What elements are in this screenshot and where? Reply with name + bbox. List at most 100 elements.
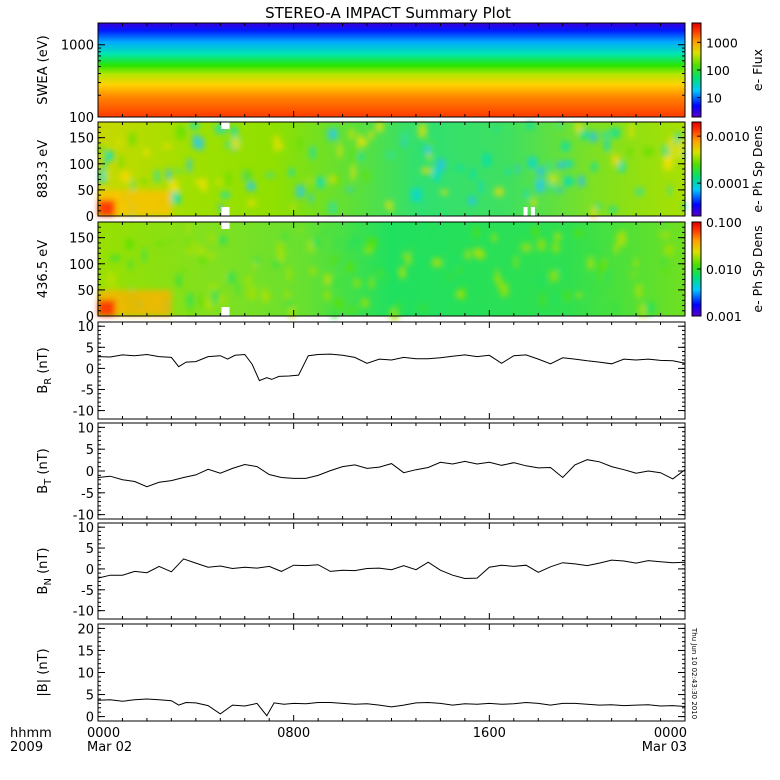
texture-cell: [432, 168, 440, 181]
y-label-subscript: N: [43, 578, 54, 585]
y-label-subscript: T: [43, 478, 54, 486]
texture-cell: [523, 251, 528, 258]
texture-cell: [128, 259, 133, 270]
texture-cell: [593, 284, 601, 289]
texture-cell: [186, 293, 194, 308]
texture-cell: [559, 264, 565, 275]
texture-cell: [546, 161, 552, 172]
y-label-unit: (nT): [36, 648, 51, 678]
texture-cell: [141, 179, 147, 185]
texture-cell: [427, 152, 432, 161]
texture-cell: [328, 202, 337, 214]
texture-cell: [386, 151, 395, 159]
texture-cell: [616, 232, 626, 247]
field-series-line: [97, 558, 686, 580]
y-tick-label: 0: [86, 563, 94, 578]
y-tick-label: 100: [69, 258, 94, 273]
texture-cell: [667, 185, 672, 195]
colorbar-label: e- Ph Sp Dens: [750, 225, 765, 312]
texture-cell: [245, 275, 252, 286]
texture-cell: [323, 274, 332, 286]
texture-cell: [351, 153, 356, 164]
texture-cell: [444, 272, 455, 281]
texture-cell: [192, 134, 199, 148]
y-tick-label: 100: [69, 111, 94, 126]
texture-cell: [639, 303, 646, 318]
texture-cell: [662, 144, 671, 157]
colorbar-label: e- Ph Sp Dens: [750, 125, 765, 212]
texture-cell: [296, 185, 305, 198]
texture-cell: [375, 122, 384, 132]
texture-cell: [549, 177, 554, 191]
texture-cell: [171, 191, 181, 204]
texture-cell: [556, 187, 563, 194]
texture-cell: [142, 248, 146, 263]
spectrogram-panel-1: 1000 100 SWEA (eV) 1000 100 10 e- Flux: [36, 22, 765, 126]
texture-cell: [516, 165, 520, 174]
texture-cell: [338, 259, 342, 267]
x-corner-label-hhmm: hhmm: [10, 726, 52, 741]
texture-cell: [482, 153, 492, 167]
texture-cell: [110, 285, 118, 292]
texture-cell: [621, 230, 625, 238]
colorbar-1: 1000 100 10 e- Flux: [691, 22, 765, 118]
texture-cell: [575, 293, 583, 298]
texture-cell: [189, 122, 200, 129]
texture-cell: [226, 272, 235, 283]
texture-cell: [651, 302, 656, 312]
texture-cell: [119, 155, 124, 170]
texture-cell: [399, 266, 406, 279]
y-tick-label: -10: [73, 509, 94, 524]
texture-cell: [526, 122, 534, 130]
texture-cell: [105, 171, 110, 179]
x-tick-label: 1600: [473, 726, 506, 741]
colorbar-label: e- Flux: [750, 49, 765, 91]
texture-cell: [208, 233, 216, 242]
texture-cell: [163, 144, 172, 149]
texture-cell: [614, 243, 619, 255]
texture-cell: [129, 132, 136, 146]
colorbar-frame: [691, 121, 702, 217]
texture-cell: [185, 248, 190, 254]
texture-cell: [247, 200, 256, 206]
y-tick-label: 15: [77, 644, 94, 659]
spectrogram-panel-2: 150 100 50 0 883.3 eV 0.0010 0.0001 e- Ph Sp De…: [36, 121, 765, 225]
texture-cell: [250, 181, 254, 192]
texture-cell: [556, 122, 562, 129]
texture-cell: [307, 178, 311, 183]
texture-cell: [99, 170, 108, 183]
texture-cell: [116, 139, 122, 146]
texture-cell: [289, 304, 295, 319]
texture-cell: [494, 274, 498, 281]
field-panel-4: 20 15 10 5 0 |B| (nT): [36, 622, 686, 726]
texture-cell: [563, 160, 574, 168]
texture-cell: [533, 170, 540, 181]
texture-cell: [276, 242, 284, 254]
texture-cell: [346, 243, 355, 249]
texture-cell: [286, 300, 294, 308]
y-tick-label: 150: [69, 132, 94, 147]
y-tick-label: 0: [86, 310, 94, 325]
texture-cell: [527, 157, 537, 169]
y-tick-label: 0: [86, 210, 94, 225]
texture-cell: [675, 145, 684, 159]
y-tick-label: 10: [77, 521, 94, 536]
texture-cell: [631, 272, 637, 277]
hot-spot: [98, 200, 116, 216]
texture-cell: [385, 201, 389, 209]
texture-cell: [381, 275, 389, 284]
y-tick-label: -5: [81, 584, 94, 599]
texture-cell: [273, 135, 281, 143]
texture-cell: [418, 123, 427, 138]
texture-cell: [580, 129, 589, 140]
texture-cell: [327, 128, 338, 141]
texture-cell: [674, 132, 681, 145]
texture-cell: [643, 147, 654, 156]
texture-cell: [474, 227, 479, 238]
texture-cell: [338, 144, 342, 158]
y-tick-label: 5: [86, 443, 94, 458]
texture-cell: [402, 253, 406, 259]
texture-cell: [156, 241, 163, 247]
texture-cell: [371, 268, 380, 277]
